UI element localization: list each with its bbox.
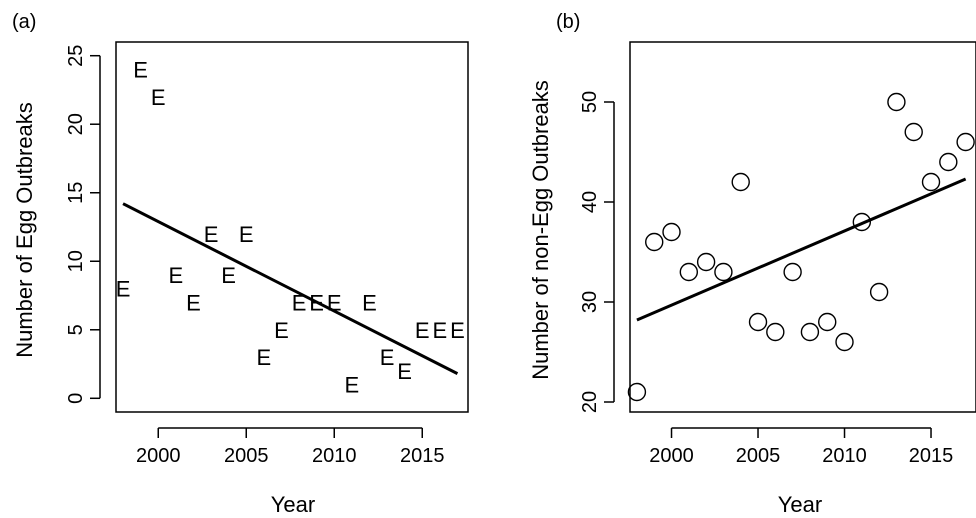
data-point-a: E bbox=[274, 318, 289, 343]
trend-line-b bbox=[636, 177, 967, 322]
y-axis-title-a: Number of Egg Outbreaks bbox=[12, 102, 37, 358]
x-tick-label-a: 2005 bbox=[224, 445, 269, 467]
data-point-a: E bbox=[151, 85, 166, 110]
data-point-b bbox=[662, 222, 681, 242]
x-tick-label-b: 2010 bbox=[822, 445, 867, 467]
data-point-b bbox=[852, 212, 872, 232]
data-point-a: E bbox=[362, 290, 377, 315]
data-point-a: E bbox=[186, 290, 201, 315]
panel-label-b: (b) bbox=[556, 11, 580, 33]
data-point-a: E bbox=[239, 222, 254, 247]
data-point-b bbox=[714, 262, 733, 282]
data-point-b bbox=[835, 332, 854, 352]
y-tick-label-a: 5 bbox=[65, 324, 87, 335]
data-point-b bbox=[645, 232, 664, 252]
panel-label-a: (a) bbox=[12, 11, 36, 33]
trend-line-a bbox=[122, 202, 459, 375]
data-point-a: E bbox=[415, 318, 430, 343]
data-point-a: E bbox=[168, 263, 183, 288]
data-point-b bbox=[921, 172, 941, 192]
data-point-a: E bbox=[133, 57, 148, 82]
y-axis-title-b: Number of non-Egg Outbreaks bbox=[528, 80, 553, 380]
y-tick-label-b: 50 bbox=[579, 91, 601, 113]
data-point-b bbox=[887, 92, 906, 112]
data-point-a: E bbox=[204, 222, 219, 247]
data-point-a: E bbox=[344, 373, 359, 398]
x-tick-label-a: 2015 bbox=[400, 445, 445, 467]
y-tick-label-a: 15 bbox=[65, 182, 87, 204]
panel-b: (b) Number of non-Egg Outbreaks Year 20 3… bbox=[528, 11, 976, 517]
y-tick-label-a: 10 bbox=[65, 250, 87, 272]
data-point-b bbox=[956, 132, 975, 152]
data-point-b bbox=[731, 172, 750, 192]
data-point-b bbox=[766, 322, 785, 342]
data-point-b bbox=[818, 312, 837, 332]
data-point-b bbox=[783, 262, 802, 282]
y-tick-label-a: 25 bbox=[65, 45, 87, 67]
data-point-b bbox=[627, 382, 647, 402]
data-point-b bbox=[904, 122, 923, 142]
data-point-b bbox=[869, 282, 889, 302]
y-tick-label-b: 40 bbox=[579, 191, 601, 213]
y-tick-label-a: 20 bbox=[65, 113, 87, 135]
data-point-a: E bbox=[380, 345, 395, 370]
plot-frame-a bbox=[115, 41, 469, 413]
x-axis-title-a: Year bbox=[271, 492, 315, 517]
data-point-a: E bbox=[116, 277, 131, 302]
x-tick-label-b: 2015 bbox=[909, 445, 954, 467]
data-point-a: E bbox=[221, 263, 236, 288]
y-tick-label-b: 20 bbox=[579, 391, 601, 413]
x-tick-label-b: 2000 bbox=[649, 445, 694, 467]
data-point-b bbox=[800, 322, 820, 342]
data-point-b bbox=[679, 262, 699, 282]
plot-frame-b bbox=[629, 41, 976, 413]
data-point-a: E bbox=[397, 359, 412, 384]
data-point-b bbox=[748, 312, 768, 332]
x-tick-label-a: 2000 bbox=[136, 445, 181, 467]
panel-a: (a) Number of Egg Outbreaks Year 0 5 10 15 2… bbox=[12, 11, 469, 517]
x-tick-label-b: 2005 bbox=[736, 445, 781, 467]
x-axis-title-b: Year bbox=[778, 492, 822, 517]
x-tick-label-a: 2010 bbox=[312, 445, 357, 467]
data-point-a: E bbox=[256, 345, 271, 370]
data-point-b bbox=[696, 252, 716, 272]
y-tick-label-a: 0 bbox=[65, 393, 87, 404]
data-point-a: E bbox=[432, 318, 447, 343]
data-point-b bbox=[939, 152, 958, 172]
y-tick-label-b: 30 bbox=[579, 291, 601, 313]
data-point-a: E bbox=[450, 318, 465, 343]
